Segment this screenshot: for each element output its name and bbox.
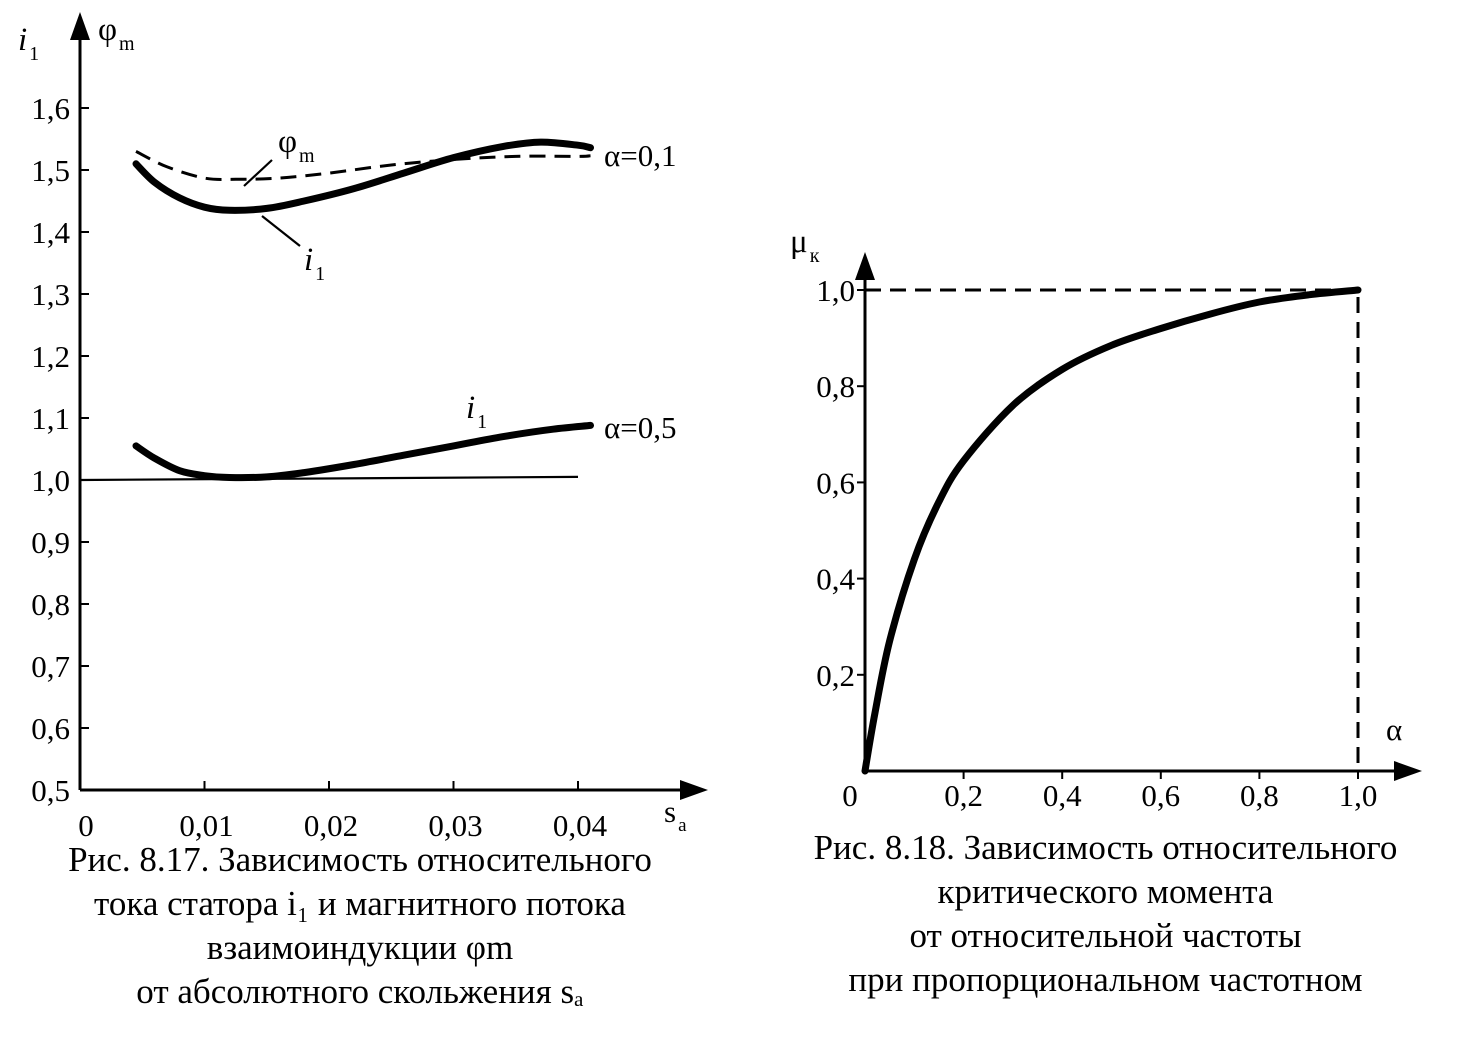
- x-axis-arrowhead: [1394, 761, 1422, 781]
- y-tick-label: 0,7: [31, 649, 70, 684]
- y-tick-label: 0,8: [816, 369, 855, 404]
- y-tick-label: 1,6: [31, 91, 70, 126]
- x-tick-label: 0: [842, 778, 858, 813]
- series-line: [79, 475, 579, 482]
- x-axis-label: α: [1386, 712, 1402, 747]
- caption-line: от относительной частоты: [909, 916, 1302, 955]
- y-tick-label: 1,1: [31, 401, 70, 436]
- y-tick-label: 0,9: [31, 525, 70, 560]
- annotation-label: α=0,5: [604, 410, 676, 445]
- caption-fig-8-17: Рис. 8.17. Зависимость относительного то…: [0, 838, 720, 1014]
- y-tick-label: 0,8: [31, 587, 70, 622]
- caption-fig-8-18: Рис. 8.18. Зависимость относительного кр…: [745, 826, 1466, 1002]
- x-tick-label: 0,6: [1141, 778, 1180, 813]
- series-line: [865, 288, 1360, 771]
- chart-stator-current-and-flux: 0,5 0,6 0,7 0,8 0,9 1,0 1,1 1,2 1,3 1,4 1,5 1,6 0 0,0…: [18, 12, 708, 843]
- y-tick-label: 1,0: [31, 463, 70, 498]
- series-line: [135, 150, 591, 181]
- x-tick-label: 0,02: [304, 808, 358, 843]
- caption-line: критического момента: [937, 872, 1274, 911]
- y-axis-arrowhead: [70, 12, 90, 40]
- y-tick-label: 0,4: [816, 562, 855, 597]
- y-tick-label: 0,6: [816, 465, 855, 500]
- chart-critical-torque: 0,2 0,4 0,6 0,8 1,0 0 0,2 0,4 0,6 0,8 1,0 μ к α: [790, 224, 1422, 813]
- y-axis-arrowhead: [855, 252, 875, 280]
- series-line: [132, 421, 594, 482]
- caption-line: взаимоиндукции φm: [206, 928, 514, 967]
- annotation-label: α=0,1: [604, 138, 676, 173]
- x-axis-arrowhead: [680, 780, 708, 800]
- caption-line: Рис. 8.18. Зависимость относительного: [813, 828, 1398, 867]
- y-tick-label: 0,5: [31, 773, 70, 808]
- caption-line: при пропорциональном частотном: [848, 960, 1363, 999]
- caption-line: Рис. 8.17. Зависимость относительного: [68, 840, 652, 879]
- y-tick-label: 1,4: [31, 215, 70, 250]
- x-tick-label: 0,04: [553, 808, 608, 843]
- x-tick-label: 0,03: [428, 808, 482, 843]
- y-tick-label: 1,5: [31, 153, 70, 188]
- y-tick-label: 1,0: [816, 273, 855, 308]
- y-tick-label: 0,2: [816, 658, 855, 693]
- x-tick-label: 0,4: [1043, 778, 1082, 813]
- series-line: [132, 138, 594, 214]
- caption-line: от абсолютного скольжения sₐ: [136, 972, 584, 1011]
- x-tick-label: 0,8: [1240, 778, 1279, 813]
- x-tick-label: 0,01: [179, 808, 233, 843]
- series-line: [861, 286, 1362, 775]
- annotation-leader: [243, 159, 273, 187]
- y-tick-label: 0,6: [31, 711, 70, 746]
- caption-line: тока статора i₁ и магнитного потока: [94, 884, 626, 923]
- x-tick-label: 0: [78, 808, 94, 843]
- y-tick-label: 1,3: [31, 277, 70, 312]
- x-tick-label: 0,2: [944, 778, 983, 813]
- x-tick-label: 1,0: [1339, 778, 1378, 813]
- y-tick-label: 1,2: [31, 339, 70, 374]
- annotation-leader: [261, 215, 301, 247]
